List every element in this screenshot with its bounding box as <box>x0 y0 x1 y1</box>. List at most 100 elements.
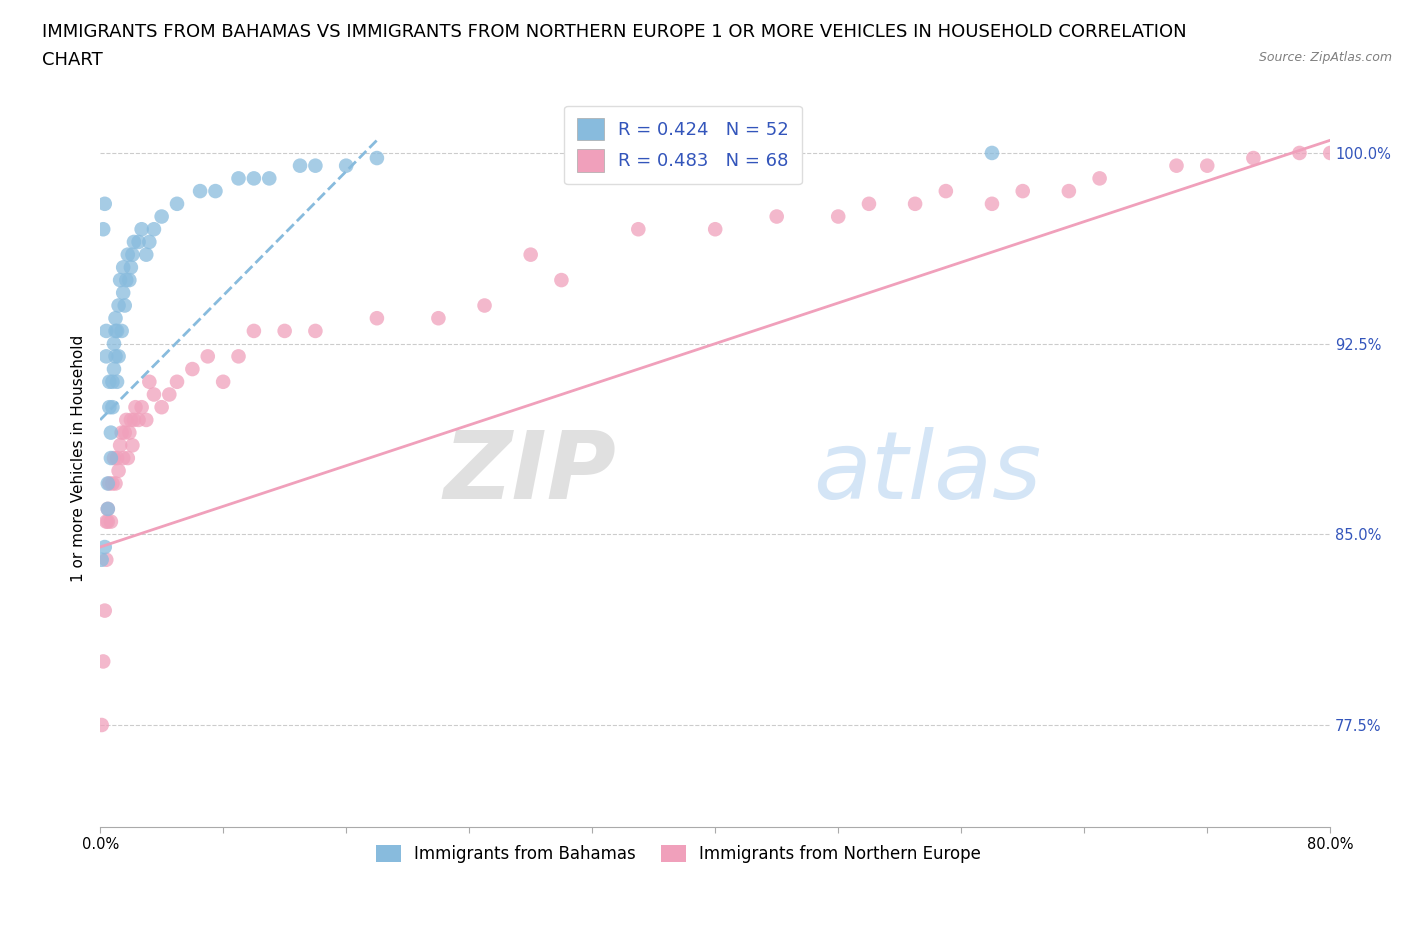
Point <box>120 259 142 274</box>
Point <box>100 514 122 529</box>
Point <box>97 476 120 491</box>
Point <box>288 158 311 173</box>
Point <box>103 337 125 352</box>
Point <box>90 552 112 567</box>
Point <box>105 375 128 390</box>
Point <box>112 451 135 466</box>
Point <box>108 438 131 453</box>
Point <box>105 324 128 339</box>
Point <box>111 425 134 440</box>
Point <box>103 451 125 466</box>
Point <box>304 158 326 173</box>
Point <box>150 400 173 415</box>
Text: CHART: CHART <box>42 51 103 69</box>
Point <box>765 209 787 224</box>
Point <box>101 375 124 390</box>
Point <box>304 324 326 339</box>
Point <box>704 221 727 236</box>
Point <box>103 362 125 377</box>
Point <box>474 299 496 313</box>
Point <box>228 349 250 364</box>
Point <box>96 552 118 567</box>
Text: IMMIGRANTS FROM BAHAMAS VS IMMIGRANTS FROM NORTHERN EUROPE 1 OR MORE VEHICLES IN: IMMIGRANTS FROM BAHAMAS VS IMMIGRANTS FR… <box>42 23 1187 41</box>
Point <box>981 196 1004 211</box>
Point <box>166 375 188 390</box>
Point <box>827 209 849 224</box>
Point <box>128 234 150 249</box>
Point <box>228 171 250 186</box>
Point <box>1350 145 1372 160</box>
Point <box>142 387 165 402</box>
Point <box>858 196 880 211</box>
Point <box>91 221 114 236</box>
Point <box>1396 145 1406 160</box>
Point <box>104 311 127 325</box>
Y-axis label: 1 or more Vehicles in Household: 1 or more Vehicles in Household <box>72 335 86 581</box>
Point <box>105 451 128 466</box>
Point <box>150 209 173 224</box>
Point <box>117 451 139 466</box>
Point <box>243 171 266 186</box>
Point <box>1241 151 1264 166</box>
Point <box>120 413 142 428</box>
Point <box>131 221 153 236</box>
Point <box>128 413 150 428</box>
Point <box>93 196 115 211</box>
Point <box>335 158 357 173</box>
Point <box>97 514 120 529</box>
Point <box>107 349 129 364</box>
Point <box>96 324 118 339</box>
Point <box>550 272 572 287</box>
Point <box>166 196 188 211</box>
Point <box>1288 145 1310 160</box>
Point <box>96 349 118 364</box>
Point <box>100 425 122 440</box>
Point <box>112 286 135 300</box>
Point <box>118 272 141 287</box>
Point <box>135 247 157 262</box>
Point <box>108 272 131 287</box>
Point <box>1197 158 1219 173</box>
Point <box>1166 158 1188 173</box>
Point <box>107 463 129 478</box>
Point <box>112 259 135 274</box>
Point <box>101 400 124 415</box>
Point <box>98 400 121 415</box>
Point <box>259 171 281 186</box>
Point <box>114 299 136 313</box>
Point <box>142 221 165 236</box>
Point <box>115 413 138 428</box>
Point <box>981 145 1004 160</box>
Point <box>131 400 153 415</box>
Point <box>1011 183 1033 198</box>
Point <box>273 324 295 339</box>
Point <box>122 413 145 428</box>
Point <box>519 247 541 262</box>
Point <box>104 324 127 339</box>
Point <box>98 375 121 390</box>
Text: ZIP: ZIP <box>444 427 617 519</box>
Legend: Immigrants from Bahamas, Immigrants from Northern Europe: Immigrants from Bahamas, Immigrants from… <box>368 839 987 870</box>
Point <box>1088 171 1111 186</box>
Point <box>1057 183 1080 198</box>
Point <box>904 196 927 211</box>
Point <box>197 349 219 364</box>
Point <box>1319 145 1341 160</box>
Point <box>135 413 157 428</box>
Point <box>104 476 127 491</box>
Text: Source: ZipAtlas.com: Source: ZipAtlas.com <box>1258 51 1392 64</box>
Point <box>188 183 211 198</box>
Point <box>97 501 120 516</box>
Point <box>935 183 957 198</box>
Point <box>91 654 114 669</box>
Point <box>427 311 450 325</box>
Point <box>117 247 139 262</box>
Point <box>90 718 112 733</box>
Point <box>121 438 143 453</box>
Point <box>96 514 118 529</box>
Text: atlas: atlas <box>814 427 1042 518</box>
Point <box>124 400 146 415</box>
Point <box>107 299 129 313</box>
Point <box>181 362 204 377</box>
Point <box>204 183 226 198</box>
